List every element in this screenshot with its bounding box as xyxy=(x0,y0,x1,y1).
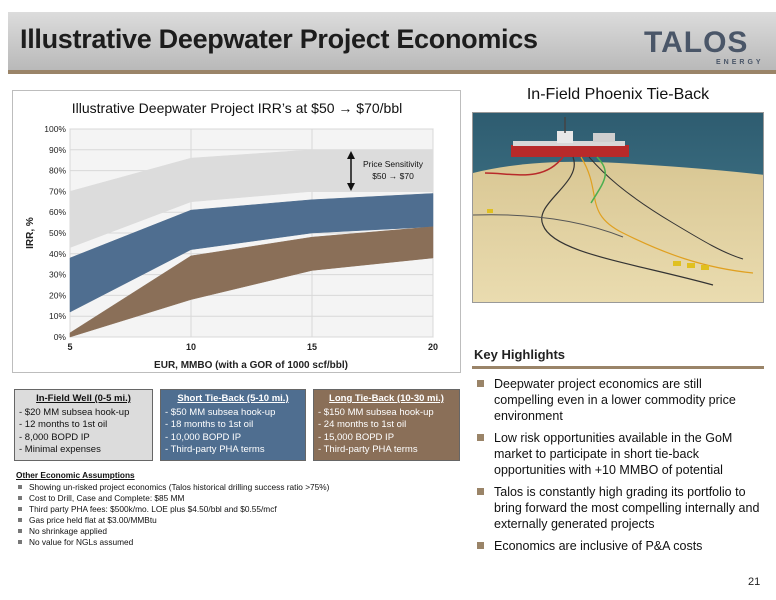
y-tick-label: 0% xyxy=(54,332,67,342)
box-line: - 24 months to 1st oil xyxy=(318,419,407,430)
assumptions-list: Showing un-risked project economics (Tal… xyxy=(16,482,456,548)
y-tick-label: 10% xyxy=(49,311,66,321)
irr-chart: 0% 10% 20% 30% 40% 50% 60% 70% 80% 90% 100% 5 10 15 20… xyxy=(12,90,461,373)
title-rule xyxy=(8,70,776,74)
logo-sub: ENERGY xyxy=(716,59,764,66)
talos-logo: TALOS ENERGY xyxy=(636,26,766,68)
y-axis-label: IRR, % xyxy=(25,217,36,249)
annotation-line-2: $50 → $70 xyxy=(372,171,414,181)
box-line: - $50 MM subsea hook-up xyxy=(165,406,276,418)
other-assumptions: Other Economic Assumptions Showing un-ri… xyxy=(16,470,456,548)
highlight-item: Economics are inclusive of P&A costs xyxy=(474,538,764,554)
assumption-item: No shrinkage applied xyxy=(16,526,456,537)
x-axis-label: EUR, MMBO (with a GOR of 1000 scf/bbl) xyxy=(154,360,348,371)
x-tick-label: 10 xyxy=(186,342,196,352)
key-highlights-rule xyxy=(472,366,764,369)
photo-title: In-Field Phoenix Tie-Back xyxy=(526,86,710,103)
subsea-illustration xyxy=(473,113,763,302)
x-tick-label: 5 xyxy=(67,342,72,352)
y-tick-label: 90% xyxy=(49,145,66,155)
box-long-tieback: Long Tie-Back (10-30 mi.) - $150 MM subs… xyxy=(313,389,460,461)
box-line: - 12 months to 1st oil xyxy=(19,419,108,430)
assumption-item: No value for NGLs assumed xyxy=(16,537,456,548)
y-tick-label: 100% xyxy=(44,124,66,134)
highlight-item: Deepwater project economics are still co… xyxy=(474,376,764,424)
band-long-tieback xyxy=(69,226,434,338)
box-title: In-Field Well (0-5 mi.) xyxy=(36,393,131,404)
key-highlights-list: Deepwater project economics are still co… xyxy=(474,376,764,560)
band-infield-well xyxy=(69,149,434,248)
logo-word: TALOS xyxy=(644,26,749,59)
highlight-item: Talos is constantly high grading its por… xyxy=(474,484,764,532)
y-tick-label: 70% xyxy=(49,186,66,196)
box-line: - 15,000 BOPD IP xyxy=(318,431,395,443)
title-background xyxy=(8,12,776,70)
assumption-item: Cost to Drill, Case and Complete: $85 MM xyxy=(16,493,456,504)
box-line: - 18 months to 1st oil xyxy=(165,419,254,430)
sensitivity-arrow-head-down xyxy=(347,183,355,191)
y-tick-label: 30% xyxy=(49,270,66,280)
y-tick-label: 50% xyxy=(49,228,66,238)
box-line: - Minimal expenses xyxy=(19,444,101,455)
title-bar: Illustrative Deepwater Project Economics xyxy=(0,0,776,78)
y-tick-label: 20% xyxy=(49,290,66,300)
box-title: Long Tie-Back (10-30 mi.) xyxy=(329,393,444,404)
vessel xyxy=(511,117,629,157)
chart-title: Illustrative Deepwater Project IRR’s at … xyxy=(72,100,402,116)
highlight-item: Low risk opportunities available in the … xyxy=(474,430,764,478)
page-title: Illustrative Deepwater Project Economics xyxy=(20,24,538,54)
x-tick-label: 15 xyxy=(307,342,317,352)
y-tick-label: 60% xyxy=(49,207,66,217)
annotation-line-1: Price Sensitivity xyxy=(363,159,424,169)
sensitivity-arrow-head-up xyxy=(347,151,355,159)
page-number: 21 xyxy=(748,576,761,588)
irr-chart-svg: 0% 10% 20% 30% 40% 50% 60% 70% 80% 90% 100% 5 10 15 20… xyxy=(25,100,438,371)
assumption-item: Third party PHA fees: $500k/mo. LOE plus… xyxy=(16,504,456,515)
x-tick-label: 20 xyxy=(428,342,438,352)
box-line: - Third-party PHA terms xyxy=(165,444,265,455)
box-line: - $150 MM subsea hook-up xyxy=(318,406,434,418)
box-line: - $20 MM subsea hook-up xyxy=(19,406,130,418)
y-tick-label: 40% xyxy=(49,249,66,259)
y-tick-label: 80% xyxy=(49,166,66,176)
box-line: - 8,000 BOPD IP xyxy=(19,431,90,443)
box-title: Short Tie-Back (5-10 mi.) xyxy=(177,393,289,404)
assumptions-title: Other Economic Assumptions xyxy=(16,470,135,480)
box-infield-well: In-Field Well (0-5 mi.) - $20 MM subsea … xyxy=(14,389,153,461)
phoenix-tieback-image xyxy=(472,112,764,303)
assumption-item: Gas price held flat at $3.00/MMBtu xyxy=(16,515,456,526)
assumption-item: Showing un-risked project economics (Tal… xyxy=(16,482,456,493)
box-short-tieback: Short Tie-Back (5-10 mi.) - $50 MM subse… xyxy=(160,389,306,461)
box-line: - 10,000 BOPD IP xyxy=(165,431,242,443)
box-line: - Third-party PHA terms xyxy=(318,444,418,455)
key-highlights-title: Key Highlights xyxy=(474,347,566,362)
